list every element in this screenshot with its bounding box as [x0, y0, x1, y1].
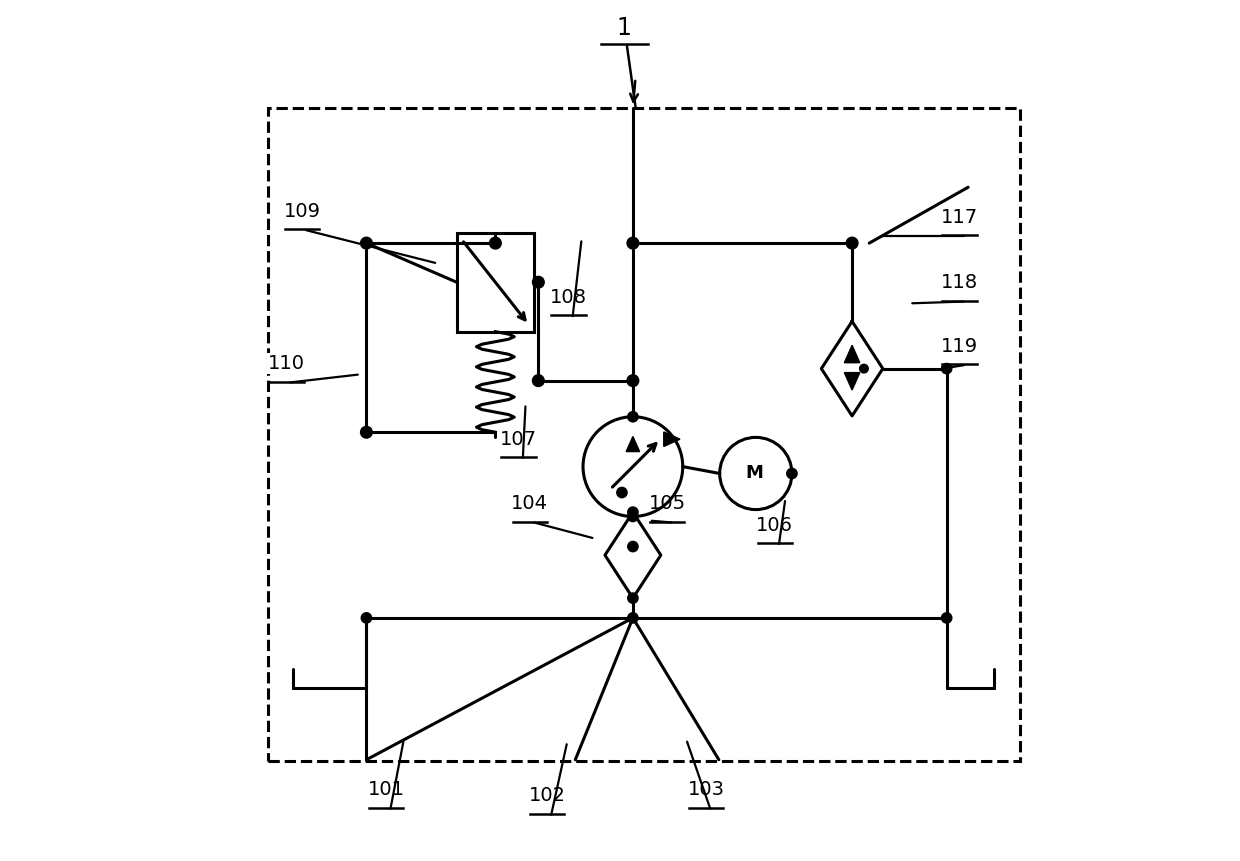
Text: M: M	[745, 464, 763, 482]
Polygon shape	[844, 345, 859, 362]
Circle shape	[627, 238, 639, 249]
Circle shape	[859, 364, 868, 373]
Circle shape	[490, 238, 501, 249]
Circle shape	[627, 613, 639, 623]
Circle shape	[941, 613, 952, 623]
Text: 101: 101	[368, 780, 404, 799]
Text: 103: 103	[687, 780, 724, 799]
Circle shape	[941, 363, 952, 374]
Text: 108: 108	[549, 288, 587, 307]
Circle shape	[616, 487, 627, 498]
Text: 117: 117	[941, 208, 978, 226]
Text: 105: 105	[649, 494, 686, 513]
Circle shape	[627, 593, 639, 604]
Circle shape	[627, 375, 639, 387]
Circle shape	[361, 426, 372, 438]
Text: 110: 110	[268, 354, 305, 373]
Circle shape	[532, 276, 544, 288]
Bar	[456, 232, 534, 331]
Circle shape	[627, 511, 639, 522]
Text: 104: 104	[511, 494, 548, 513]
Circle shape	[361, 613, 372, 623]
Polygon shape	[626, 437, 640, 451]
Circle shape	[786, 468, 797, 479]
Text: 107: 107	[500, 430, 537, 449]
Circle shape	[627, 412, 639, 422]
Bar	[268, 108, 1019, 761]
Circle shape	[627, 507, 639, 517]
Text: 109: 109	[284, 201, 320, 220]
Text: 102: 102	[528, 786, 565, 805]
Polygon shape	[844, 373, 859, 390]
Circle shape	[532, 375, 544, 387]
Circle shape	[846, 238, 858, 249]
Text: 106: 106	[756, 516, 794, 535]
Circle shape	[361, 238, 372, 249]
Text: 1: 1	[616, 16, 631, 40]
Circle shape	[627, 542, 639, 552]
Text: 118: 118	[941, 273, 978, 292]
Polygon shape	[663, 432, 680, 447]
Text: 119: 119	[941, 337, 978, 356]
